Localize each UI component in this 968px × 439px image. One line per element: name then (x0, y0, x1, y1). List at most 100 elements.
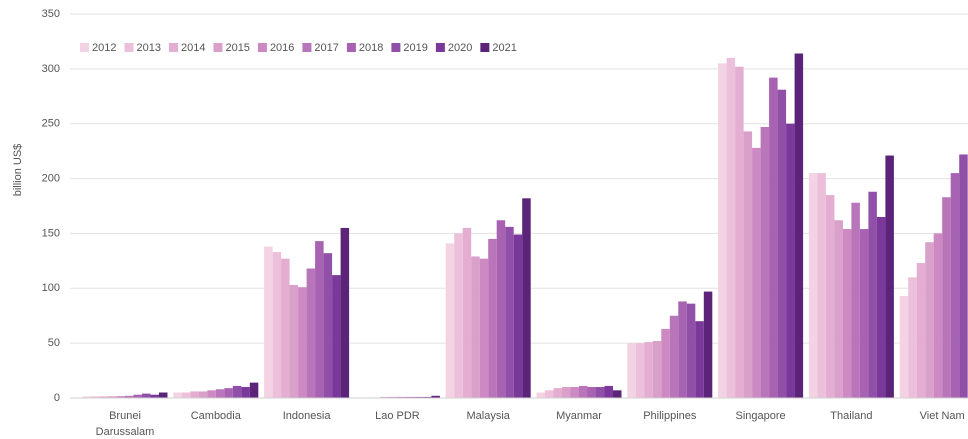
x-tick-label: Lao PDR (375, 410, 420, 422)
bar (462, 227, 472, 398)
bar (908, 277, 917, 398)
bar (405, 396, 415, 398)
legend-label: 2012 (92, 42, 116, 54)
bar (536, 392, 545, 398)
bar (777, 89, 787, 399)
legend-label: 2021 (492, 42, 516, 54)
legend-swatch (302, 43, 312, 52)
bar (380, 396, 389, 398)
bar (479, 258, 489, 398)
bar (743, 131, 753, 398)
bar (190, 391, 199, 398)
bar (916, 263, 926, 398)
bar (445, 243, 455, 398)
legend-swatch (435, 43, 445, 52)
bar (133, 394, 142, 398)
bar (215, 389, 225, 398)
bar (264, 246, 273, 398)
bar (545, 390, 554, 398)
bar (661, 328, 670, 398)
y-tick-label: 250 (42, 118, 60, 130)
bar (332, 275, 341, 398)
y-tick-label: 350 (42, 8, 60, 20)
bar (150, 394, 159, 398)
legend-swatch (391, 43, 401, 52)
bar (817, 173, 826, 398)
bar (496, 220, 506, 398)
bar (808, 173, 818, 398)
bar (899, 295, 909, 398)
bar (281, 258, 290, 398)
x-tick-label: Malaysia (466, 410, 510, 422)
bar (298, 287, 307, 398)
bar (340, 227, 350, 398)
bar (834, 220, 843, 398)
legend-swatch (168, 43, 178, 52)
bar (570, 387, 579, 398)
bar (635, 343, 645, 398)
bar (108, 396, 117, 398)
bar (825, 195, 835, 398)
bar (471, 256, 480, 398)
bar (488, 238, 497, 398)
bar (859, 229, 869, 398)
bar (678, 301, 687, 398)
y-tick-label: 50 (48, 337, 60, 349)
bar (885, 155, 894, 398)
bar (786, 123, 795, 398)
y-tick-label: 0 (54, 392, 60, 404)
bar (306, 268, 316, 398)
bar (735, 66, 744, 399)
legend-label: 2018 (359, 42, 383, 54)
bar (950, 173, 960, 398)
legend-swatch (480, 43, 490, 52)
x-tick-label: Philippines (643, 410, 697, 422)
x-tick-label: Myanmar (556, 410, 602, 422)
legend-label: 2016 (270, 42, 294, 54)
bar (842, 229, 852, 398)
bar (933, 233, 943, 398)
bar (173, 392, 182, 398)
bar (686, 303, 696, 398)
bar (669, 315, 679, 398)
bar (769, 77, 778, 399)
bar (851, 202, 860, 398)
x-tick-label: Thailand (830, 410, 872, 422)
legend-label: 2013 (136, 42, 160, 54)
bar (794, 53, 804, 399)
bar (125, 395, 134, 398)
bar (91, 396, 100, 398)
bar (513, 234, 523, 398)
bar (99, 396, 108, 398)
bar (272, 252, 282, 398)
bar (579, 385, 588, 398)
bar (726, 57, 736, 399)
bar (587, 387, 596, 398)
bar (627, 343, 636, 398)
bar (414, 396, 423, 398)
bar (562, 387, 571, 398)
bar (289, 284, 299, 398)
bar (718, 63, 727, 398)
y-tick-label: 150 (42, 227, 60, 239)
bar (207, 390, 216, 398)
bar (868, 191, 877, 398)
legend-swatch (124, 43, 134, 52)
bar (695, 321, 704, 398)
bar (454, 233, 463, 398)
legend-swatch (213, 43, 223, 52)
legend-swatch (80, 43, 89, 52)
bar (644, 342, 653, 398)
bar (224, 388, 233, 398)
x-tick-label: Viet Nam (920, 410, 965, 422)
bar (604, 385, 613, 398)
x-tick-label: Brunei Darussalam (96, 410, 155, 438)
bar (613, 390, 622, 398)
bar (959, 154, 968, 398)
bar (703, 291, 713, 398)
bar (323, 253, 333, 398)
bar (752, 147, 761, 398)
legend-label: 2014 (181, 42, 205, 54)
y-axis-label: billion US$ (12, 144, 24, 197)
